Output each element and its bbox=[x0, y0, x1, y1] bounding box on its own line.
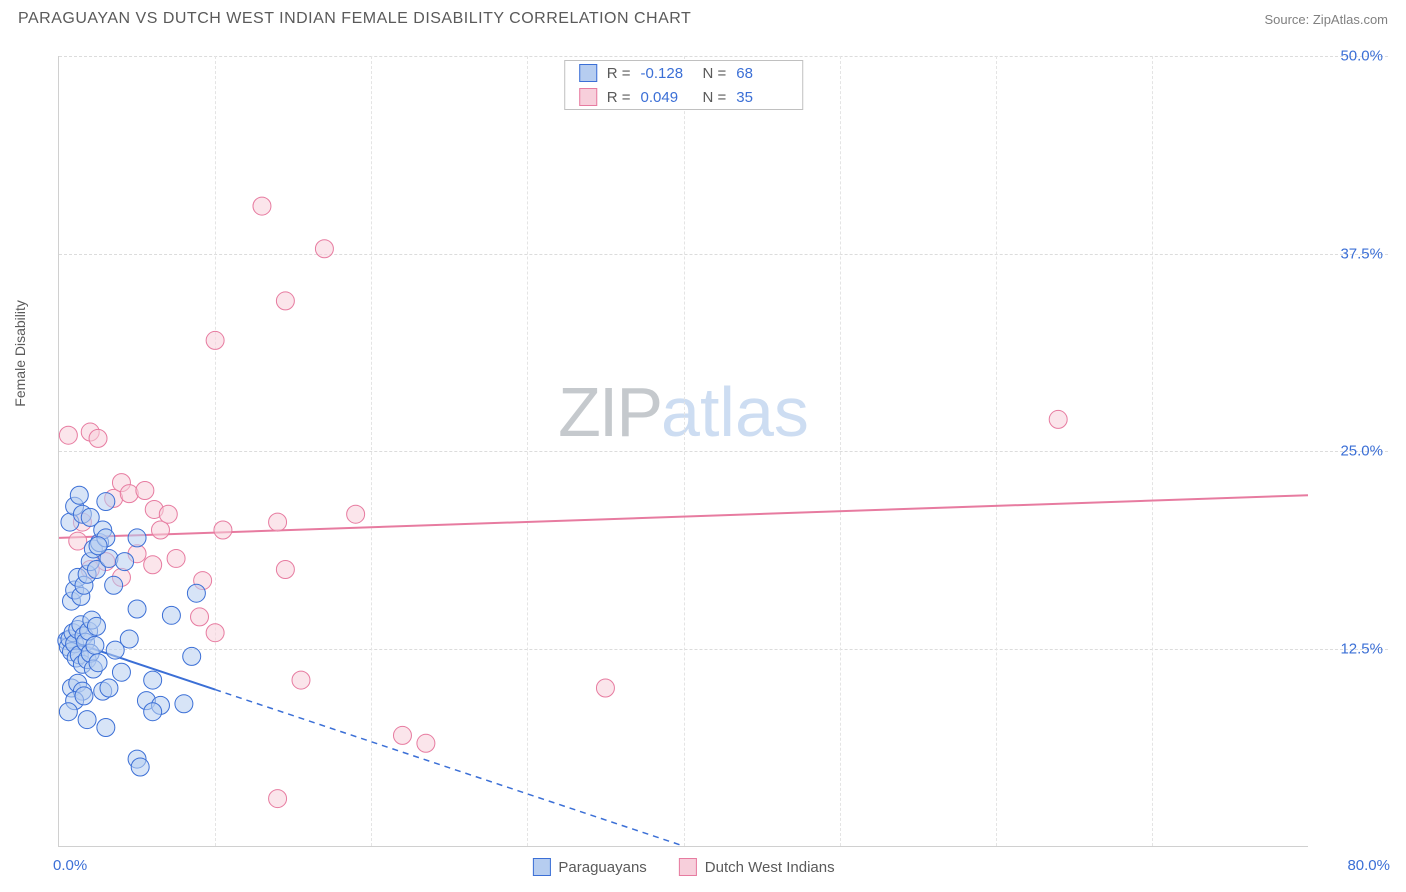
chart-container: Female Disability ZIPatlas R = -0.128 N … bbox=[48, 56, 1388, 847]
pink-point bbox=[276, 561, 294, 579]
pink-point bbox=[151, 521, 169, 539]
blue-point bbox=[78, 711, 96, 729]
pink-point bbox=[347, 505, 365, 523]
stats-row: R = 0.049 N = 35 bbox=[565, 85, 803, 109]
legend-label: Paraguayans bbox=[558, 859, 646, 876]
pink-point bbox=[59, 426, 77, 444]
blue-point bbox=[100, 679, 118, 697]
blue-point bbox=[81, 508, 99, 526]
pink-point bbox=[253, 197, 271, 215]
blue-point bbox=[89, 537, 107, 555]
blue-point bbox=[70, 486, 88, 504]
r-value: 0.049 bbox=[641, 89, 693, 106]
pink-point bbox=[1049, 410, 1067, 428]
n-label: N = bbox=[703, 89, 727, 106]
pink-point bbox=[214, 521, 232, 539]
n-label: N = bbox=[703, 65, 727, 82]
pink-point bbox=[276, 292, 294, 310]
legend-swatch bbox=[532, 858, 550, 876]
legend-swatch bbox=[679, 858, 697, 876]
legend-item: Dutch West Indians bbox=[679, 858, 835, 876]
blue-point bbox=[89, 654, 107, 672]
legend-item: Paraguayans bbox=[532, 858, 646, 876]
y-tick-label: 37.5% bbox=[1340, 245, 1383, 262]
blue-point bbox=[175, 695, 193, 713]
blue-point bbox=[120, 630, 138, 648]
pink-point bbox=[120, 485, 138, 503]
pink-point bbox=[269, 513, 287, 531]
pink-point bbox=[393, 726, 411, 744]
blue-point bbox=[97, 493, 115, 511]
stats-legend: R = -0.128 N = 68 R = 0.049 N = 35 bbox=[564, 60, 804, 110]
r-label: R = bbox=[607, 89, 631, 106]
series-legend: Paraguayans Dutch West Indians bbox=[532, 858, 834, 876]
scatter-plot-svg bbox=[59, 56, 1308, 846]
stats-row: R = -0.128 N = 68 bbox=[565, 61, 803, 85]
blue-point bbox=[105, 576, 123, 594]
plot-area: ZIPatlas R = -0.128 N = 68 R = 0.049 N =… bbox=[58, 56, 1308, 847]
pink-point bbox=[191, 608, 209, 626]
x-tick-max: 80.0% bbox=[1347, 857, 1390, 874]
blue-trend-dashed bbox=[215, 690, 683, 846]
pink-point bbox=[136, 482, 154, 500]
blue-point bbox=[128, 529, 146, 547]
legend-swatch bbox=[579, 64, 597, 82]
y-tick-label: 50.0% bbox=[1340, 48, 1383, 65]
blue-point bbox=[187, 584, 205, 602]
blue-point bbox=[116, 553, 134, 571]
blue-point bbox=[97, 719, 115, 737]
pink-point bbox=[269, 790, 287, 808]
pink-trend bbox=[59, 495, 1308, 538]
r-value: -0.128 bbox=[641, 65, 693, 82]
blue-point bbox=[87, 617, 105, 635]
pink-point bbox=[167, 549, 185, 567]
blue-point bbox=[144, 671, 162, 689]
pink-point bbox=[315, 240, 333, 258]
y-axis-label: Female Disability bbox=[12, 300, 28, 407]
blue-point bbox=[131, 758, 149, 776]
pink-point bbox=[206, 624, 224, 642]
blue-point bbox=[112, 663, 130, 681]
pink-point bbox=[159, 505, 177, 523]
r-label: R = bbox=[607, 65, 631, 82]
legend-swatch bbox=[579, 88, 597, 106]
pink-point bbox=[292, 671, 310, 689]
chart-title: PARAGUAYAN VS DUTCH WEST INDIAN FEMALE D… bbox=[18, 10, 691, 28]
y-tick-label: 25.0% bbox=[1340, 443, 1383, 460]
pink-point bbox=[89, 429, 107, 447]
pink-point bbox=[596, 679, 614, 697]
n-value: 68 bbox=[736, 65, 788, 82]
pink-point bbox=[144, 556, 162, 574]
blue-point bbox=[75, 687, 93, 705]
blue-point bbox=[162, 606, 180, 624]
legend-label: Dutch West Indians bbox=[705, 859, 835, 876]
blue-point bbox=[59, 703, 77, 721]
blue-point bbox=[144, 703, 162, 721]
pink-point bbox=[206, 331, 224, 349]
blue-point bbox=[183, 647, 201, 665]
source-attribution: Source: ZipAtlas.com bbox=[1264, 12, 1388, 27]
blue-point bbox=[128, 600, 146, 618]
blue-point bbox=[86, 636, 104, 654]
y-tick-label: 12.5% bbox=[1340, 640, 1383, 657]
x-tick-min: 0.0% bbox=[53, 857, 87, 874]
n-value: 35 bbox=[736, 89, 788, 106]
pink-point bbox=[417, 734, 435, 752]
